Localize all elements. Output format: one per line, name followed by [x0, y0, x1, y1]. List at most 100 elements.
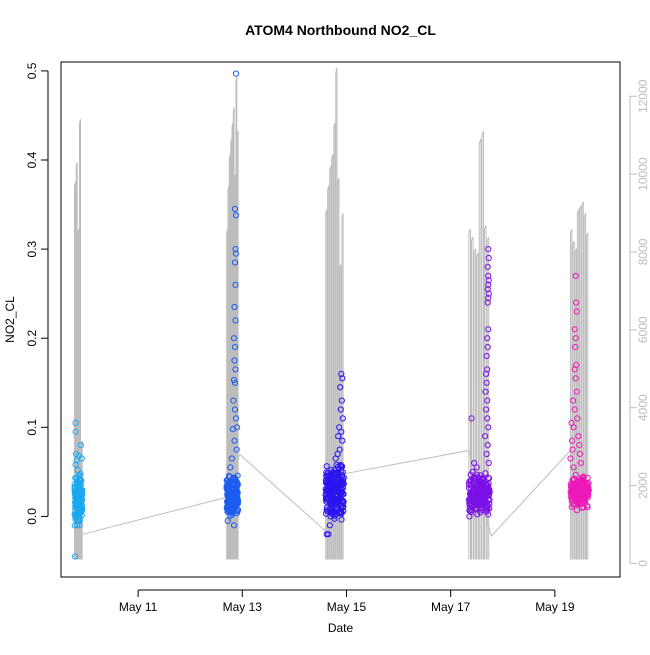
data-point — [76, 522, 83, 529]
data-point — [224, 477, 231, 485]
data-point — [570, 464, 577, 471]
data-point — [571, 326, 578, 333]
data-point — [228, 500, 236, 507]
data-point — [335, 486, 342, 493]
x-tick-label: May 17 — [431, 600, 471, 614]
data-point — [580, 480, 587, 487]
data-point — [323, 463, 330, 470]
data-point — [484, 286, 491, 293]
data-point — [230, 522, 238, 529]
x-tick-label: May 11 — [119, 600, 158, 614]
data-point — [573, 498, 580, 505]
data-point — [569, 477, 576, 484]
data-point — [339, 375, 346, 382]
data-point — [333, 498, 340, 505]
point-cluster-1 — [71, 419, 86, 560]
y-tick-label: 0.0 — [25, 508, 39, 525]
data-point — [485, 511, 492, 518]
data-point — [232, 317, 239, 324]
data-point — [326, 522, 333, 529]
secondary-spike-block-1 — [74, 118, 83, 560]
data-point — [572, 375, 579, 382]
data-point — [483, 502, 490, 509]
plot-frame — [60, 61, 621, 578]
data-point — [567, 480, 575, 488]
data-point — [337, 494, 344, 501]
data-point — [468, 415, 475, 422]
data-point — [474, 484, 481, 491]
data-point — [585, 485, 592, 492]
data-point — [484, 442, 491, 449]
data-point — [77, 442, 84, 449]
data-point — [76, 518, 83, 525]
data-point — [569, 437, 576, 444]
data-point — [477, 478, 484, 485]
data-point — [485, 474, 492, 481]
data-point — [484, 490, 491, 497]
data-point — [484, 299, 491, 306]
data-point — [224, 517, 231, 525]
data-point — [337, 406, 344, 413]
data-point — [334, 480, 341, 487]
data-point — [574, 415, 581, 422]
data-point — [580, 473, 587, 480]
data-point — [324, 480, 331, 487]
data-point — [338, 516, 345, 523]
data-point — [335, 465, 342, 472]
secondary-spike-block-5 — [570, 201, 589, 560]
y-tick-label: 0.4 — [25, 151, 39, 168]
data-point — [232, 366, 239, 373]
data-point — [78, 455, 85, 462]
data-point — [323, 488, 330, 495]
data-point — [573, 388, 580, 395]
data-point — [573, 507, 581, 514]
data-point — [578, 504, 586, 511]
data-point — [228, 490, 235, 497]
data-point — [468, 476, 475, 483]
data-point — [230, 397, 237, 404]
data-point — [231, 437, 238, 444]
data-point — [576, 450, 584, 458]
data-point — [340, 474, 347, 481]
data-point — [484, 263, 491, 270]
chart-title: ATOM4 Northbound NO2_CL — [245, 22, 436, 38]
data-point — [474, 511, 481, 518]
data-point — [330, 470, 337, 477]
data-point — [471, 491, 478, 499]
data-point — [483, 352, 490, 360]
data-point — [471, 459, 478, 467]
data-point — [338, 370, 345, 377]
data-point — [230, 377, 238, 384]
y-tick-label: 0.2 — [25, 330, 39, 347]
data-point — [485, 484, 492, 491]
data-point — [339, 437, 346, 444]
data-point — [232, 491, 239, 498]
data-point — [483, 450, 490, 458]
data-point — [227, 464, 234, 471]
data-point — [335, 433, 342, 440]
data-point — [329, 508, 336, 515]
data-point — [569, 487, 576, 494]
data-point — [575, 433, 582, 440]
data-point — [74, 510, 81, 517]
point-cluster-5 — [567, 272, 592, 514]
data-point — [482, 470, 489, 477]
data-point — [324, 470, 332, 477]
data-point — [573, 299, 580, 306]
data-point — [225, 508, 232, 515]
data-point — [232, 281, 239, 288]
data-point — [74, 485, 81, 492]
data-point — [232, 70, 240, 77]
data-point — [571, 406, 578, 413]
data-point — [72, 428, 79, 435]
data-point — [466, 500, 473, 507]
data-point — [577, 459, 585, 467]
data-point — [483, 406, 490, 413]
data-point — [72, 461, 79, 468]
y2-tick-label: 0 — [636, 560, 650, 567]
data-point — [229, 426, 236, 433]
data-point — [231, 259, 239, 266]
data-point — [231, 303, 238, 311]
data-point — [233, 446, 240, 453]
